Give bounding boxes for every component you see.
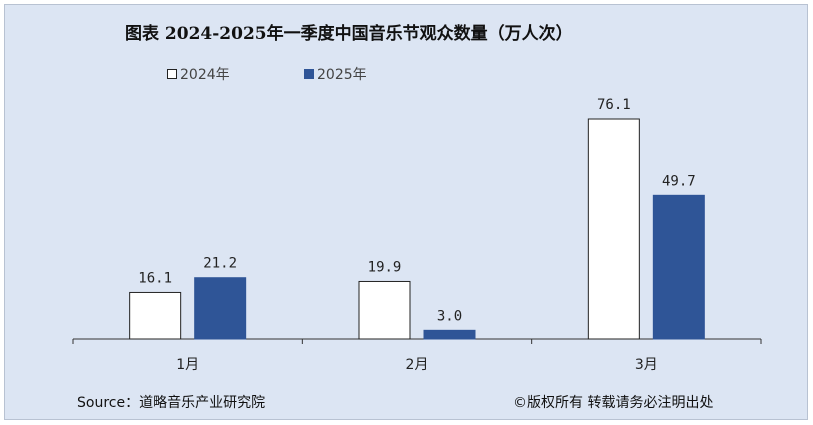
bar-2024-1 — [129, 291, 182, 340]
copyright-note: ©版权所有 转载请务必注明出处 — [513, 395, 714, 411]
legend-item-2024: 2024年 — [167, 64, 230, 84]
data-label-2024-2: 19.9 — [368, 259, 402, 275]
bar-2025-1 — [194, 277, 247, 340]
x-tick-label: 1月 — [176, 357, 199, 373]
data-label-2025-3: 49.7 — [662, 173, 696, 189]
data-label-2025-2: 3.0 — [437, 308, 462, 324]
bar-2025-2 — [423, 329, 476, 340]
legend-swatch-2025 — [304, 69, 314, 79]
chart-plot: 16.1 21.2 1月 19.9 3.0 2月 76.1 49.7 3月 — [72, 97, 762, 373]
chart-frame: 图表 2024-2025年一季度中国音乐节观众数量（万人次） 2024年 202… — [4, 4, 808, 420]
chart-title: 图表 2024-2025年一季度中国音乐节观众数量（万人次） — [125, 24, 573, 44]
data-label-2024-1: 16.1 — [138, 270, 172, 286]
legend-item-2025: 2025年 — [304, 64, 367, 84]
bar-2025-3 — [652, 194, 705, 340]
bar-2024-3 — [587, 118, 640, 340]
x-tick-label: 2月 — [406, 357, 429, 373]
data-label-2024-3: 76.1 — [597, 97, 631, 113]
x-tick-label: 3月 — [635, 357, 658, 373]
source-note: Source：道略音乐产业研究院 — [77, 395, 266, 411]
legend-label-2024: 2024年 — [180, 67, 230, 83]
legend-label-2025: 2025年 — [317, 67, 367, 83]
legend-swatch-2024 — [167, 69, 177, 79]
data-label-2025-1: 21.2 — [203, 256, 237, 272]
bar-2024-2 — [358, 280, 411, 340]
